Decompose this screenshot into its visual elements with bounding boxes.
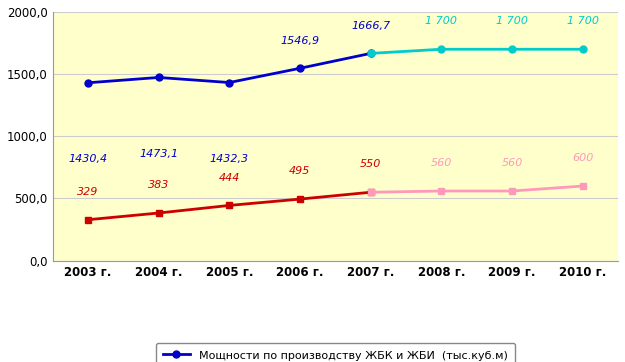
Text: 1432,3: 1432,3 [210,154,249,164]
Text: 444: 444 [219,173,240,183]
Text: 1 700: 1 700 [567,16,599,26]
Text: 560: 560 [431,158,452,168]
Text: 600: 600 [572,153,593,163]
Text: 1430,4: 1430,4 [68,154,108,164]
Text: 1546,9: 1546,9 [281,35,319,46]
Text: 1666,7: 1666,7 [351,21,390,31]
Text: 1 700: 1 700 [426,16,458,26]
Text: 383: 383 [148,180,169,190]
Text: 550: 550 [360,160,381,169]
Text: 329: 329 [78,187,99,197]
Legend: Мощности по производству ЖБК и ЖБИ  (тыс.куб.м), Объём производства ЖБК и ЖБИ (т: Мощности по производству ЖБК и ЖБИ (тыс.… [156,342,515,362]
Text: 1473,1: 1473,1 [139,149,178,159]
Text: 495: 495 [289,166,311,176]
Text: 1 700: 1 700 [496,16,528,26]
Text: 560: 560 [501,158,522,168]
